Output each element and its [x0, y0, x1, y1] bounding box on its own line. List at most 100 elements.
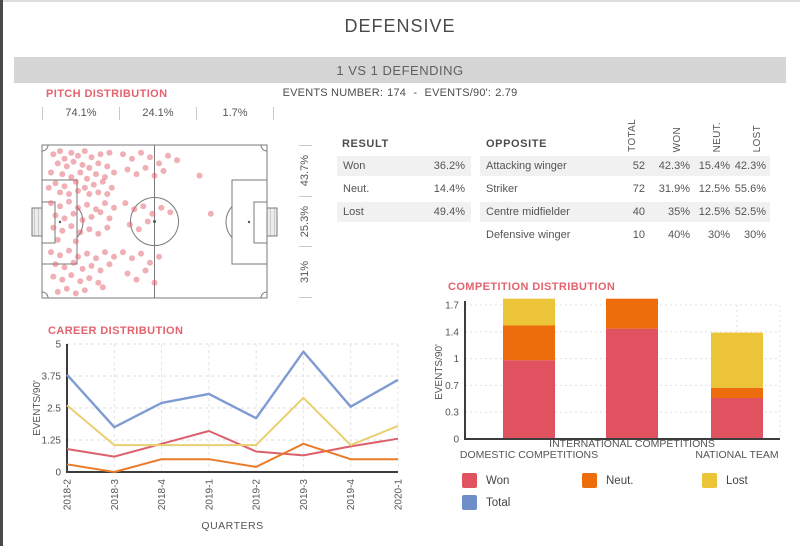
pitch-distribution-title: PITCH DISTRIBUTION [46, 88, 168, 100]
opposite-table: Attacking winger 52 42.3% 15.4% 42.3% St… [480, 156, 770, 248]
events-separator: - [413, 87, 418, 99]
svg-text:QUARTERS: QUARTERS [201, 520, 263, 532]
table-row: Attacking winger 52 42.3% 15.4% 42.3% [480, 156, 770, 176]
svg-text:1: 1 [453, 354, 459, 365]
divider [196, 106, 197, 120]
opponent-role: Defensive winger [486, 229, 571, 241]
event-dots [45, 148, 214, 297]
won-value: 40% [667, 229, 690, 241]
opponent-role: Striker [486, 183, 518, 195]
lost-value: 55.6% [734, 183, 766, 195]
svg-text:1.7: 1.7 [445, 301, 459, 312]
divider [273, 106, 274, 120]
left-border [0, 0, 3, 546]
neut-value: 12.5% [698, 206, 730, 218]
svg-text:2019-1: 2019-1 [204, 479, 215, 511]
right-goal-area [253, 201, 268, 244]
total-value: 52 [632, 160, 645, 172]
pitch-bottom-band-pct: 31% [299, 261, 311, 284]
neut-swatch [582, 473, 597, 488]
table-row: Centre midfielder 40 35% 12.5% 52.5% [480, 202, 770, 222]
table-row: Neut. 14.4% [337, 179, 471, 199]
right-penalty-arc [225, 206, 233, 238]
pitch-middle-band-pct: 25.3% [299, 205, 311, 238]
legend-label: Lost [726, 474, 748, 487]
svg-text:INTERNATIONAL COMPETITIONS: INTERNATIONAL COMPETITIONS [549, 438, 715, 450]
svg-text:2019-4: 2019-4 [346, 479, 357, 511]
column-header-lost: LOST [752, 124, 763, 152]
events-number-label: EVENTS NUMBER: [282, 87, 384, 99]
divider [298, 297, 312, 299]
svg-text:3.75: 3.75 [42, 372, 62, 383]
left-goal [31, 207, 43, 237]
result-label: Won [343, 160, 366, 172]
left-penalty-spot [58, 220, 62, 224]
column-header-neut: NEUT. [712, 121, 723, 152]
svg-text:NATIONAL TEAM: NATIONAL TEAM [695, 449, 778, 461]
competition-distribution-title: COMPETITION DISTRIBUTION [448, 281, 616, 293]
pitch-top-band-pct: 43.7% [299, 155, 311, 187]
opponent-role: Centre midfielder [486, 206, 570, 218]
divider [298, 195, 312, 197]
svg-text:EVENTS/90': EVENTS/90' [435, 344, 445, 400]
right-penalty-spot [247, 220, 251, 224]
total-value: 40 [632, 206, 645, 218]
legend-item-neut: Neut. [582, 473, 634, 488]
svg-text:5: 5 [55, 340, 61, 351]
opposite-table-headers: TOTAL WON NEUT. LOST [480, 100, 770, 152]
svg-text:2019-3: 2019-3 [299, 479, 310, 511]
lost-value: 42.3% [734, 160, 766, 172]
result-value: 36.2% [433, 160, 465, 172]
section-banner-label: 1 VS 1 DEFENDING [336, 62, 464, 78]
won-value: 31.9% [658, 183, 690, 195]
events-per90-value: 2.79 [495, 87, 518, 99]
result-table-title: RESULT [342, 138, 389, 150]
divider [298, 246, 312, 248]
svg-text:DOMESTIC COMPETITIONS: DOMESTIC COMPETITIONS [460, 449, 598, 461]
events-summary: EVENTS NUMBER: 174 - EVENTS/90': 2.79 [0, 87, 800, 99]
lost-swatch [702, 473, 717, 488]
svg-text:2018-2: 2018-2 [63, 479, 74, 511]
legend-item-total: Total [462, 495, 510, 510]
opponent-role: Attacking winger [486, 160, 567, 172]
svg-text:0: 0 [453, 435, 459, 446]
centre-circle [130, 197, 179, 246]
competition-bar-chart: 0 0.3 0.7 1 1.4 1.7 DOMESTIC COMPETITIONSINTER… [435, 298, 781, 461]
svg-text:1.4: 1.4 [445, 327, 459, 338]
pitch-left-third-pct: 74.1% [65, 107, 97, 119]
neut-value: 12.5% [698, 183, 730, 195]
career-distribution-title: CAREER DISTRIBUTION [48, 325, 184, 337]
table-row: Lost 49.4% [337, 202, 471, 222]
total-swatch [462, 495, 477, 510]
svg-text:1.25: 1.25 [42, 436, 62, 447]
result-value: 49.4% [433, 206, 465, 218]
column-header-won: WON [672, 126, 683, 152]
won-value: 42.3% [658, 160, 690, 172]
svg-text:2019-2: 2019-2 [252, 479, 263, 511]
divider [298, 145, 312, 146]
table-row: Won 36.2% [337, 156, 471, 176]
column-header-total: TOTAL [627, 119, 638, 152]
left-goal-area [41, 201, 56, 244]
top-border [0, 0, 800, 2]
career-line-chart: 0 1.25 2.5 3.75 5 2018-2 2018-3 2018-4 2019-1 201… [32, 340, 405, 533]
result-label: Lost [343, 206, 364, 218]
svg-text:2020-1: 2020-1 [394, 479, 405, 511]
lost-value: 52.5% [734, 206, 766, 218]
svg-text:0: 0 [55, 468, 61, 479]
events-number-value: 174 [387, 87, 407, 99]
total-value: 10 [632, 229, 645, 241]
won-value: 35% [667, 206, 690, 218]
legend-item-won: Won [462, 473, 509, 488]
corner-arc [260, 291, 268, 299]
right-goal [266, 207, 278, 237]
total-value: 72 [632, 183, 645, 195]
svg-text:0.3: 0.3 [445, 408, 459, 419]
divider [42, 106, 43, 120]
table-row: Defensive winger 10 40% 30% 30% [480, 225, 770, 245]
svg-text:2018-4: 2018-4 [157, 479, 168, 511]
opposite-table-title: OPPOSITE [486, 138, 548, 150]
neut-value: 15.4% [698, 160, 730, 172]
corner-arc [41, 291, 49, 299]
